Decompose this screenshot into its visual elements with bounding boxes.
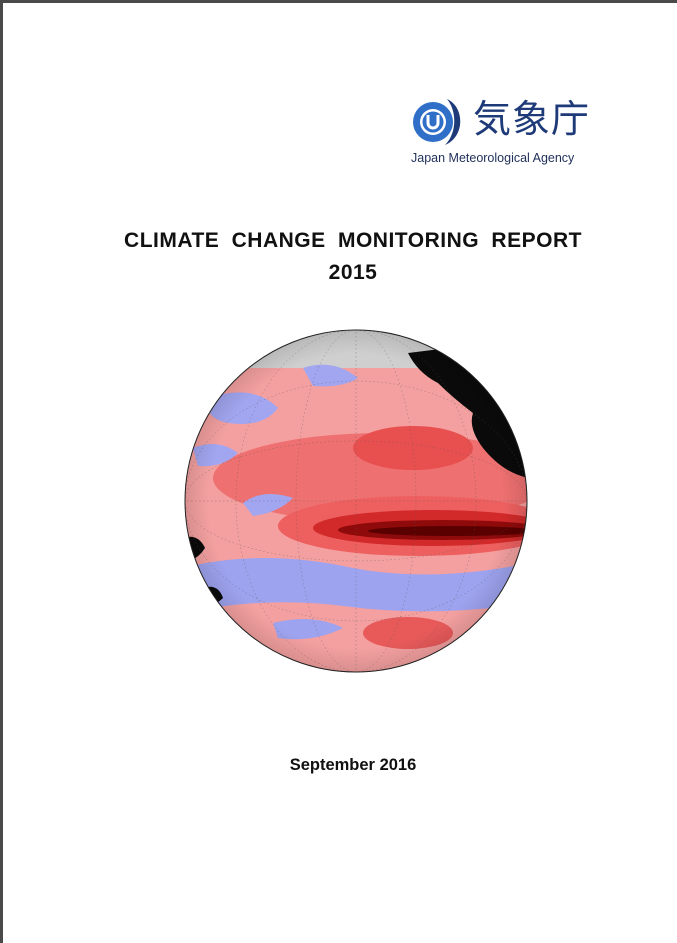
- agency-name-english: Japan Meteorological Agency: [411, 151, 575, 165]
- sea-surface-temperature-globe-image: [184, 329, 528, 673]
- jma-logo-icon: [413, 99, 461, 145]
- agency-name-japanese: 気象庁: [473, 97, 591, 141]
- report-date: September 2016: [289, 756, 417, 774]
- report-year: 2015: [328, 261, 378, 284]
- report-title: CLIMATE CHANGE MONITORING REPORT: [124, 229, 582, 252]
- jma-logo: 気象庁 Japan Meteorological Agency: [401, 89, 621, 175]
